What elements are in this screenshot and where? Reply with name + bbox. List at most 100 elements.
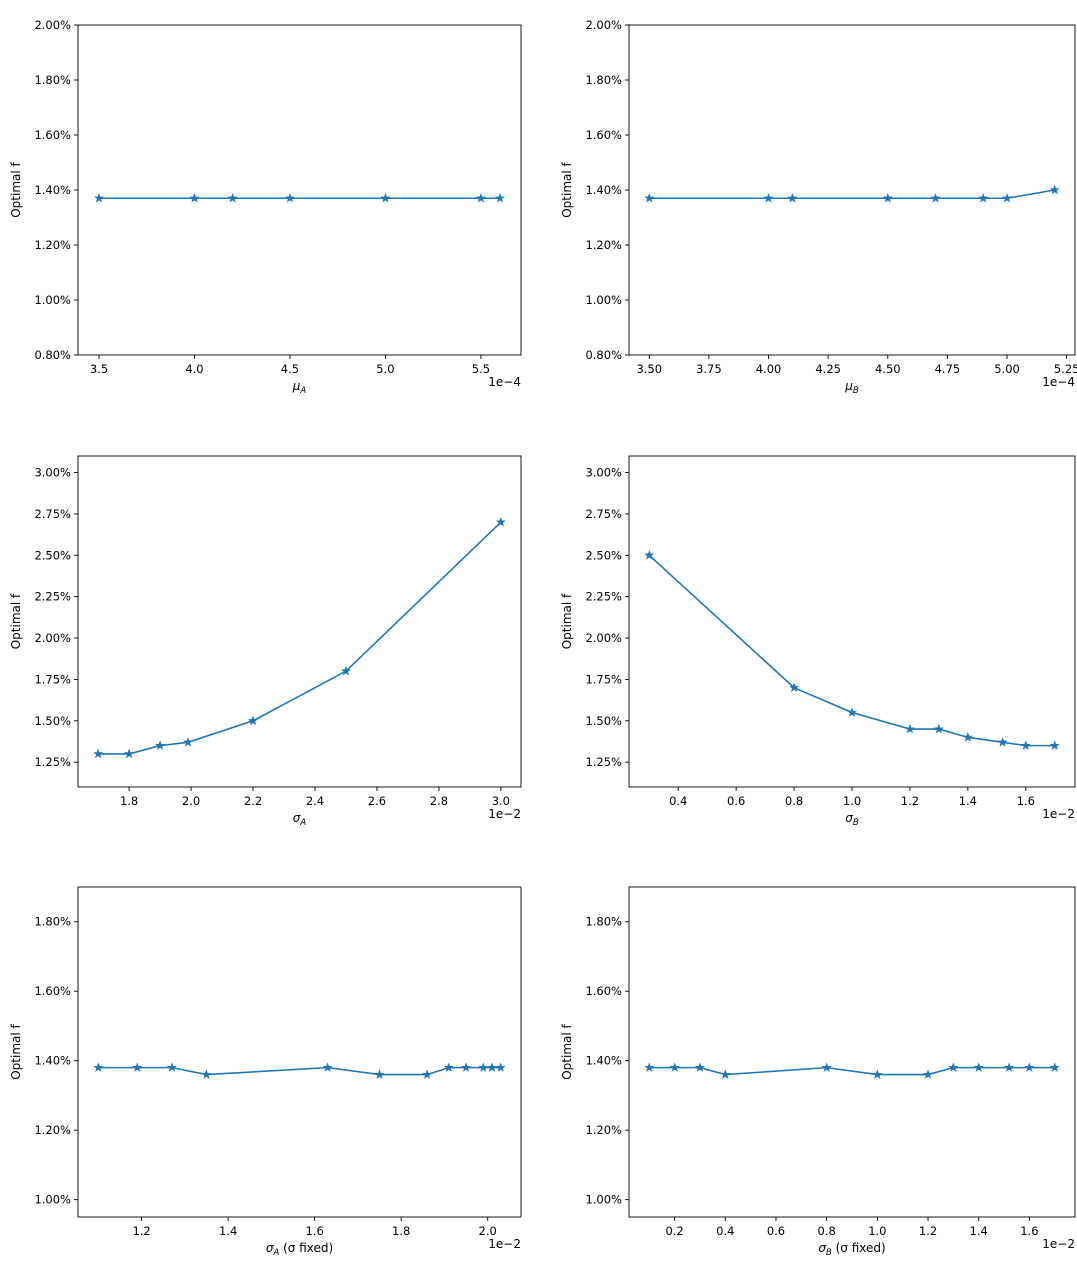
- y-tick-label: 1.00%: [34, 293, 71, 307]
- x-tick-label: 1.4: [959, 794, 977, 808]
- data-point: [124, 748, 135, 759]
- data-point: [978, 192, 989, 203]
- y-tick-label: 1.80%: [585, 73, 622, 87]
- x-tick-label: 0.4: [716, 1224, 734, 1238]
- y-tick-label: 2.50%: [585, 548, 622, 562]
- data-point: [846, 707, 858, 717]
- y-tick-label: 0.80%: [585, 348, 622, 362]
- plot-frame: [628, 886, 1076, 1218]
- data-point: [322, 1062, 333, 1072]
- x-tick-label: 5.00: [994, 362, 1020, 376]
- data-point: [930, 192, 941, 203]
- y-tick-label: 1.60%: [585, 984, 622, 998]
- y-tick-label: 2.00%: [34, 631, 71, 645]
- plot-frame: [628, 24, 1076, 356]
- data-point: [644, 192, 655, 203]
- x-tick-label: 4.50: [875, 362, 901, 376]
- y-tick-label: 2.75%: [585, 507, 622, 521]
- y-axis-label: Optimal f: [9, 161, 23, 217]
- x-axis-label: σA (σ fixed): [266, 1241, 333, 1258]
- x-tick-label: 5.25: [1054, 362, 1077, 376]
- y-tick-label: 3.00%: [585, 466, 622, 480]
- y-axis-label: Optimal f: [9, 1023, 23, 1079]
- y-tick-label: 1.80%: [34, 915, 71, 929]
- data-point: [478, 1062, 489, 1072]
- x-tick-label: 4.5: [281, 362, 299, 376]
- y-tick-label: 1.60%: [585, 128, 622, 142]
- y-tick-label: 1.20%: [585, 238, 622, 252]
- y-tick-label: 1.00%: [34, 1193, 71, 1207]
- y-tick-label: 1.40%: [34, 183, 71, 197]
- data-point: [374, 1069, 385, 1079]
- data-point: [882, 192, 893, 203]
- x-tick-label: 1.2: [132, 1224, 150, 1238]
- y-tick-label: 2.00%: [585, 18, 622, 32]
- x-tick-label: 0.4: [669, 794, 687, 808]
- x-tick-label: 2.8: [430, 794, 448, 808]
- x-tick-label: 3.0: [492, 794, 510, 808]
- subplot-2: 0.80% 1.00% 1.20% 1.40% 1.60% 1.80% 2.00% 3.50 3…: [560, 18, 1077, 396]
- subplot-5: 1.00% 1.20% 1.40% 1.60% 1.80% 1.2 1.4 1.6 1.8 2.0…: [9, 886, 522, 1258]
- x-tick-label: 2.4: [306, 794, 324, 808]
- y-tick-label: 1.75%: [585, 672, 622, 686]
- series-line: [98, 521, 502, 755]
- x-tick-label: 0.6: [727, 794, 745, 808]
- x-tick-label: 0.8: [785, 794, 803, 808]
- x-offset-label: 1e−2: [488, 807, 521, 821]
- x-tick-label: 5.0: [376, 362, 394, 376]
- data-point: [1049, 1062, 1060, 1072]
- data-point: [1020, 740, 1031, 750]
- data-point: [284, 192, 295, 203]
- data-point: [1001, 192, 1013, 203]
- y-tick-label: 1.40%: [34, 1054, 71, 1068]
- data-point: [166, 1062, 177, 1072]
- data-point: [720, 1069, 731, 1079]
- data-point: [904, 723, 915, 734]
- y-tick-label: 1.25%: [34, 755, 71, 769]
- data-point: [155, 740, 166, 750]
- x-tick-label: 4.25: [815, 362, 841, 376]
- x-tick-label: 3.5: [90, 362, 108, 376]
- subplot-6: 1.00% 1.20% 1.40% 1.60% 1.80% 0.2 0.4 0.6 0.8 1.0…: [560, 886, 1076, 1258]
- x-offset-label: 1e−2: [1042, 807, 1075, 821]
- data-point: [93, 1062, 104, 1072]
- data-point: [422, 1069, 433, 1079]
- series-line: [649, 189, 1055, 200]
- plot-frame: [77, 455, 522, 788]
- y-tick-label: 2.25%: [34, 590, 71, 604]
- data-point: [962, 732, 973, 742]
- y-tick-label: 2.75%: [34, 507, 71, 521]
- y-tick-label: 1.20%: [34, 1123, 71, 1137]
- x-offset-label: 1e−4: [488, 375, 521, 389]
- y-axis-label: Optimal f: [560, 593, 574, 649]
- x-tick-label: 1.2: [901, 794, 919, 808]
- data-point: [495, 1062, 506, 1072]
- y-axis-label: Optimal f: [560, 161, 574, 217]
- x-tick-label: 1.4: [219, 1224, 237, 1238]
- data-point: [443, 1062, 454, 1072]
- y-tick-label: 1.60%: [34, 128, 71, 142]
- subplot-4: 1.25% 1.50% 1.75% 2.00% 2.25% 2.50% 2.75% 3.00%…: [560, 455, 1076, 828]
- data-point: [1049, 184, 1060, 195]
- data-point: [821, 1062, 832, 1072]
- y-tick-label: 1.20%: [585, 1123, 622, 1137]
- data-point: [694, 1062, 705, 1072]
- data-point: [948, 1062, 959, 1072]
- subplot-3: 1.25% 1.50% 1.75% 2.00% 2.25% 2.50% 2.75% 3.00%…: [9, 455, 522, 828]
- data-point: [132, 1062, 143, 1072]
- data-point: [461, 1062, 472, 1072]
- y-tick-label: 1.80%: [34, 73, 71, 87]
- x-tick-label: 1.6: [305, 1224, 323, 1238]
- data-point: [763, 192, 774, 203]
- y-tick-label: 1.40%: [585, 183, 622, 197]
- x-tick-label: 0.6: [767, 1224, 785, 1238]
- x-tick-label: 4.0: [185, 362, 203, 376]
- data-point: [201, 1069, 212, 1079]
- y-tick-label: 2.25%: [585, 590, 622, 604]
- plot-frame: [77, 886, 522, 1218]
- plot-frame: [77, 24, 522, 356]
- y-tick-label: 2.50%: [34, 548, 71, 562]
- y-tick-label: 2.00%: [585, 631, 622, 645]
- x-axis-label: μA: [292, 379, 307, 396]
